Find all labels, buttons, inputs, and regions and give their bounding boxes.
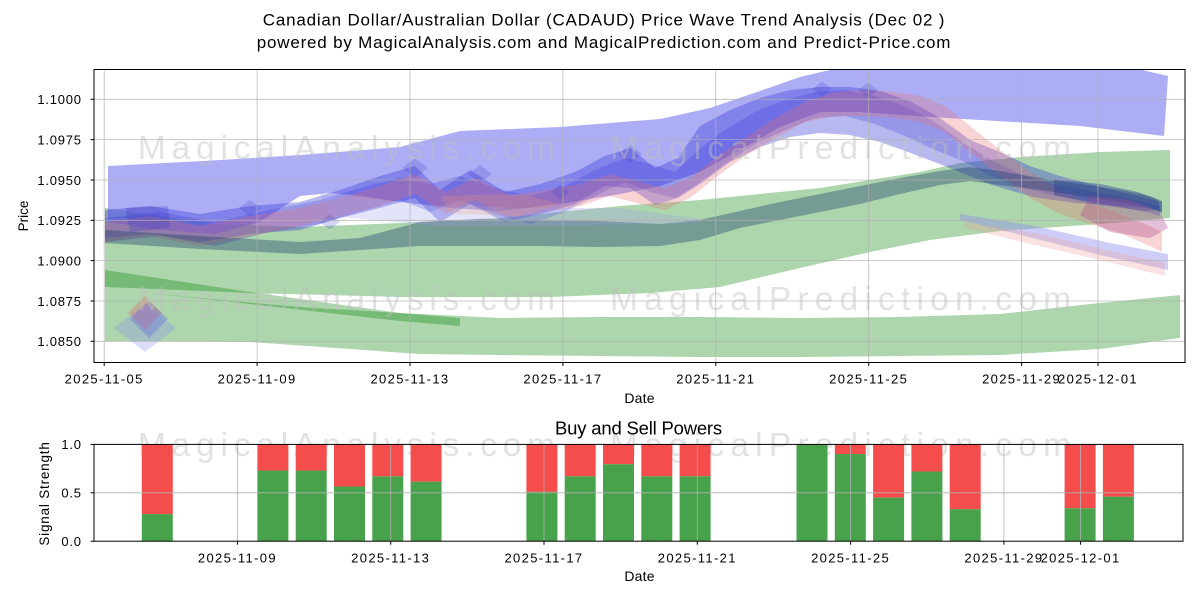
svg-text:0.0: 0.0: [61, 534, 81, 549]
svg-text:2025-11-09: 2025-11-09: [218, 372, 297, 387]
svg-text:1.0975: 1.0975: [37, 132, 81, 147]
svg-text:MagicalPrediction.com: MagicalPrediction.com: [610, 281, 1077, 318]
svg-text:1.0850: 1.0850: [37, 334, 81, 349]
svg-text:1.0950: 1.0950: [37, 173, 81, 188]
svg-text:1.0900: 1.0900: [37, 253, 81, 268]
svg-text:MagicalAnalysis.com: MagicalAnalysis.com: [138, 130, 561, 167]
svg-text:2025-11-21: 2025-11-21: [676, 372, 755, 387]
svg-text:Date: Date: [624, 390, 654, 406]
svg-text:2025-11-21: 2025-11-21: [658, 551, 737, 566]
svg-text:1.1000: 1.1000: [37, 92, 81, 107]
svg-text:Signal Strength: Signal Strength: [37, 441, 52, 545]
svg-text:MagicalAnalysis.com: MagicalAnalysis.com: [138, 281, 561, 318]
svg-text:powered by MagicalAnalysis.com: powered by MagicalAnalysis.com and Magic…: [257, 33, 952, 52]
svg-text:1.0875: 1.0875: [37, 294, 81, 309]
svg-text:2025-11-17: 2025-11-17: [504, 551, 583, 566]
svg-text:2025-11-25: 2025-11-25: [829, 372, 908, 387]
svg-text:2025-11-05: 2025-11-05: [65, 372, 144, 387]
svg-text:2025-11-13: 2025-11-13: [351, 551, 430, 566]
svg-text:2025-12-01: 2025-12-01: [1058, 372, 1138, 387]
svg-text:2025-12-01: 2025-12-01: [1041, 551, 1121, 566]
svg-text:2025-11-13: 2025-11-13: [370, 372, 449, 387]
svg-text:Price: Price: [16, 201, 31, 232]
svg-text:Canadian Dollar/Australian Dol: Canadian Dollar/Australian Dollar (CADAU…: [263, 11, 946, 30]
svg-text:Buy and Sell Powers: Buy and Sell Powers: [555, 418, 722, 439]
svg-text:2025-11-17: 2025-11-17: [523, 372, 602, 387]
svg-text:2025-11-25: 2025-11-25: [811, 551, 890, 566]
svg-text:2025-11-09: 2025-11-09: [198, 551, 277, 566]
svg-text:MagicalPrediction.com: MagicalPrediction.com: [610, 130, 1077, 167]
svg-text:2025-11-29: 2025-11-29: [982, 372, 1061, 387]
svg-text:Date: Date: [624, 568, 654, 584]
svg-text:2025-11-29: 2025-11-29: [964, 551, 1043, 566]
svg-text:0.5: 0.5: [61, 486, 81, 501]
svg-text:1.0: 1.0: [61, 437, 81, 452]
svg-text:1.0925: 1.0925: [37, 213, 81, 228]
